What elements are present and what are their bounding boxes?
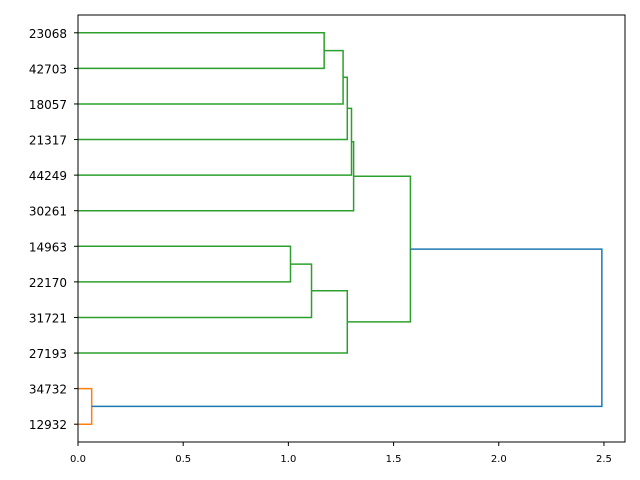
dendrogram-link-2 [78, 76, 349, 141]
x-tick-label: 1.5 [386, 454, 402, 465]
dendrogram-links [78, 32, 603, 425]
x-tick-label: 0.5 [175, 454, 191, 465]
leaf-label: 21317 [29, 134, 67, 148]
leaf-label: 12932 [29, 418, 67, 432]
dendrogram-link-0 [78, 32, 325, 70]
leaf-label: 27193 [29, 347, 67, 361]
dendrogram-link-3 [78, 107, 353, 176]
dendrogram-link-6 [78, 263, 313, 319]
dendrogram-link-5 [78, 245, 292, 283]
leaf-label: 22170 [29, 276, 67, 290]
leaf-label: 30261 [29, 205, 67, 219]
leaf-label: 44249 [29, 169, 67, 183]
leaf-label: 31721 [29, 311, 67, 325]
x-tick-label: 2.0 [491, 454, 507, 465]
x-axis: 0.0 0.5 1.0 1.5 2.0 2.5 [70, 442, 612, 465]
x-tick-label: 0.0 [70, 454, 86, 465]
leaf-label: 34732 [29, 383, 67, 397]
leaf-label: 18057 [29, 98, 67, 112]
dendrogram-link-4 [78, 141, 355, 212]
dendrogram-link-10 [91, 248, 603, 408]
x-tick-label: 2.5 [596, 454, 612, 465]
leaf-label: 23068 [29, 27, 67, 41]
leaf-label: 14963 [29, 240, 67, 254]
dendrogram-link-7 [78, 290, 349, 354]
dendrogram-link-1 [78, 49, 344, 105]
leaf-labels: 23068 42703 18057 21317 44249 30261 14963 22170… [29, 27, 78, 432]
leaf-label: 42703 [29, 62, 67, 76]
x-tick-label: 1.0 [280, 454, 296, 465]
dendrogram-link-8 [347, 175, 412, 323]
dendrogram-link-9 [78, 387, 93, 425]
plot-frame [77, 14, 626, 443]
